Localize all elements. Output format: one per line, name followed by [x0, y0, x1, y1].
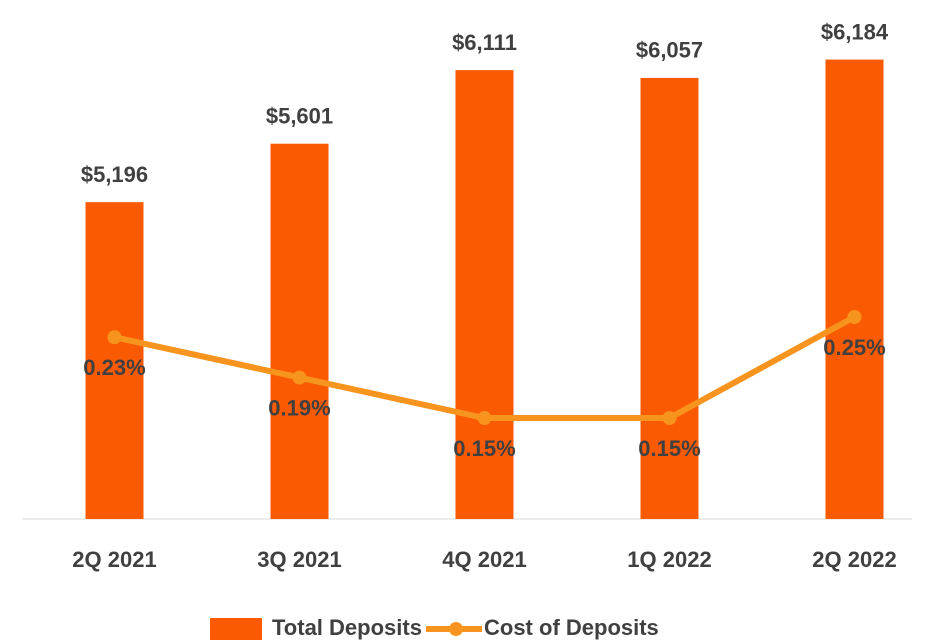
- legend-swatch: [210, 618, 262, 640]
- bar: [455, 70, 514, 520]
- bar-value-label: $5,601: [266, 104, 333, 129]
- bar: [85, 202, 144, 520]
- legend-label: Cost of Deposits: [484, 615, 659, 640]
- line-value-label: 0.15%: [638, 436, 700, 461]
- x-tick-label: 2Q 2022: [812, 547, 896, 572]
- bar-value-label: $6,184: [821, 19, 889, 44]
- bar: [825, 59, 884, 519]
- line-value-label: 0.23%: [83, 355, 145, 380]
- line-value-label: 0.15%: [453, 436, 515, 461]
- bar-value-label: $6,111: [452, 30, 517, 55]
- line-point: [292, 370, 307, 385]
- x-tick-label: 1Q 2022: [627, 547, 711, 572]
- bar-value-label: $6,057: [636, 38, 703, 63]
- bar: [270, 143, 329, 519]
- bar-value-label: $5,196: [81, 162, 148, 187]
- line-point: [662, 411, 677, 425]
- legend-marker: [449, 622, 463, 636]
- line-point: [107, 330, 122, 345]
- line-value-label: 0.19%: [268, 395, 330, 420]
- line-point: [847, 310, 862, 324]
- x-tick-label: 3Q 2021: [257, 547, 341, 572]
- line-value-label: 0.25%: [823, 335, 885, 360]
- legend-label: Total Deposits: [272, 615, 422, 640]
- line-point: [477, 411, 492, 425]
- x-tick-label: 4Q 2021: [442, 547, 526, 572]
- x-tick-label: 2Q 2021: [72, 547, 156, 572]
- bar: [640, 77, 699, 519]
